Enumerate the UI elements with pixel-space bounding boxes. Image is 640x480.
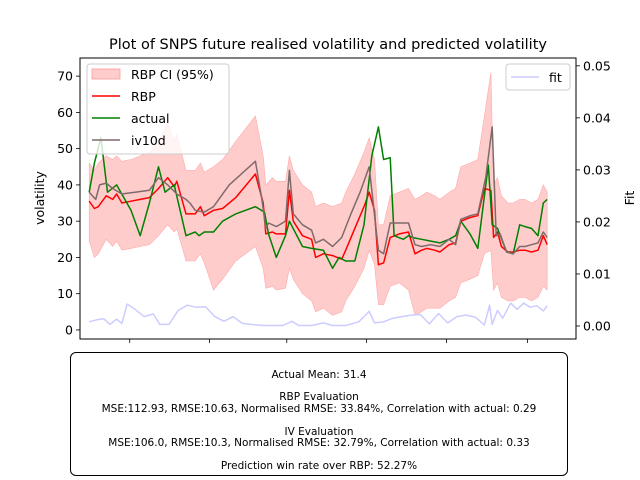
y2-tick-label: 0.03 [583, 162, 611, 177]
legend-right: fit [505, 63, 571, 91]
x-tick-label: 2023-09 [501, 344, 553, 345]
rbp-evaluation-stats: MSE:112.93, RMSE:10.63, Normalised RMSE:… [101, 403, 537, 415]
y-tick-label: 70 [57, 69, 73, 84]
legend-label-rbp: RBP [131, 89, 156, 104]
y-tick-label: 20 [57, 250, 73, 265]
volatility-chart: Plot of SNPS future realised volatility … [32, 37, 637, 345]
y-tick-label: 0 [65, 322, 73, 337]
iv-evaluation-heading: IV Evaluation [284, 426, 354, 438]
y2-tick-label: 0.04 [583, 110, 611, 125]
y-tick-label: 60 [57, 105, 73, 120]
ci-band-layer [88, 72, 548, 316]
legend-left-frame [86, 63, 230, 155]
y2-tick-label: 0.02 [583, 214, 611, 229]
legend-swatch-ci [91, 68, 121, 80]
x-axis: 2022-11 2023-01 2023-03 2023-05 2023-07 2023-… [104, 339, 554, 345]
x-tick-label: 2022-11 [104, 344, 156, 345]
rbp-evaluation-heading: RBP Evaluation [279, 391, 359, 403]
y-tick-label: 10 [57, 286, 73, 301]
series-line-layer [88, 126, 548, 327]
legend-label-ci: RBP CI (95%) [131, 67, 214, 82]
y2-tick-label: 0.05 [583, 58, 611, 73]
evaluation-summary-box: Actual Mean: 31.4 RBP Evaluation MSE:112… [70, 352, 568, 476]
x-tick-label: 2023-03 [261, 344, 313, 345]
x-tick-label: 2023-07 [420, 344, 472, 345]
y-axis-label: volatility [32, 170, 47, 224]
series-line-iv10d [88, 126, 548, 255]
legend-label-iv10d: iv10d [131, 133, 166, 148]
plot-frame [79, 57, 577, 340]
y-axis-right: 0.00 0.01 0.02 0.03 0.04 0.05 [576, 58, 611, 333]
y-tick-label: 30 [57, 214, 73, 229]
ci-band [88, 72, 548, 316]
legend-label-actual: actual [131, 111, 170, 126]
actual-mean-text: Actual Mean: 31.4 [271, 369, 367, 381]
legend-label-fit: fit [549, 70, 562, 85]
legend-left: RBP CI (95%) RBP actual iv10d [86, 63, 230, 155]
y2-tick-label: 0.01 [583, 266, 611, 281]
iv-evaluation-stats: MSE:106.0, RMSE:10.3, Normalised RMSE: 3… [108, 437, 530, 449]
x-tick-label: 2023-05 [340, 344, 392, 345]
y2-axis-label: Fit [622, 191, 637, 206]
y-tick-label: 50 [57, 141, 73, 156]
y-axis-left: 0 10 20 30 40 50 60 70 [57, 69, 80, 337]
series-line-fit [89, 302, 548, 327]
y2-tick-label: 0.00 [583, 318, 611, 333]
y-tick-label: 40 [57, 177, 73, 192]
win-rate-text: Prediction win rate over RBP: 52.27% [220, 460, 418, 472]
x-tick-label: 2023-01 [183, 344, 235, 345]
chart-title: Plot of SNPS future realised volatility … [109, 37, 547, 53]
